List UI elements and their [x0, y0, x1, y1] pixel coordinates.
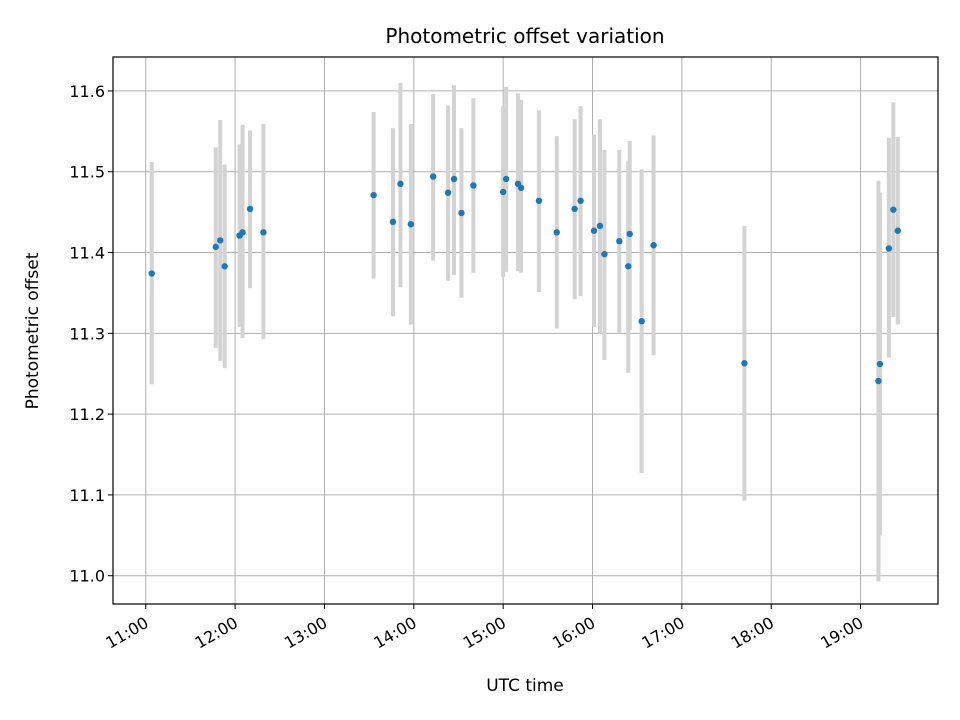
data-point [450, 175, 458, 183]
y-tick-label: 11.5 [69, 163, 105, 182]
data-point [221, 263, 228, 270]
data-point [217, 237, 224, 244]
data-point [571, 205, 578, 213]
data-point [875, 377, 882, 385]
data-point [246, 205, 254, 213]
data-point [389, 218, 397, 226]
data-point [650, 242, 657, 249]
plot-frame [112, 56, 939, 605]
data-point [502, 175, 510, 183]
y-tick-label: 11.2 [69, 405, 105, 424]
data-point [596, 222, 604, 230]
data-point [239, 229, 246, 236]
y-tick-label: 11.1 [69, 486, 105, 505]
data-points [148, 173, 901, 385]
data-point [577, 197, 584, 205]
data-point [458, 209, 465, 217]
data-point [444, 189, 452, 196]
data-point [876, 360, 884, 368]
data-point [616, 238, 623, 245]
x-axis-label: UTC time [486, 676, 564, 696]
y-tick-label: 11.0 [69, 567, 105, 586]
data-point [407, 221, 415, 228]
data-point [894, 227, 901, 234]
data-point [370, 191, 377, 199]
y-axis-label: Photometric offset [23, 252, 43, 409]
y-axis: 11.0 11.1 11.2 11.3 11.4 11.5 11.6 [69, 82, 113, 586]
data-point [212, 243, 219, 251]
data-point [553, 229, 560, 236]
data-point [470, 182, 477, 189]
data-point [397, 180, 404, 188]
y-tick-label: 11.6 [69, 82, 105, 101]
data-point [601, 250, 608, 258]
data-point [885, 245, 893, 252]
data-point [626, 230, 633, 238]
data-point [590, 227, 598, 234]
data-point [260, 229, 267, 236]
data-point [148, 270, 155, 277]
data-point [638, 318, 645, 325]
y-tick-label: 11.4 [69, 244, 105, 263]
data-point [429, 173, 437, 180]
y-tick-label: 11.3 [69, 324, 105, 343]
data-point [890, 206, 897, 213]
data-point [499, 188, 507, 196]
data-point [535, 197, 543, 205]
data-point [517, 184, 525, 192]
data-point [741, 360, 748, 367]
data-point [625, 263, 632, 270]
chart-title: Photometric offset variation [385, 24, 664, 48]
